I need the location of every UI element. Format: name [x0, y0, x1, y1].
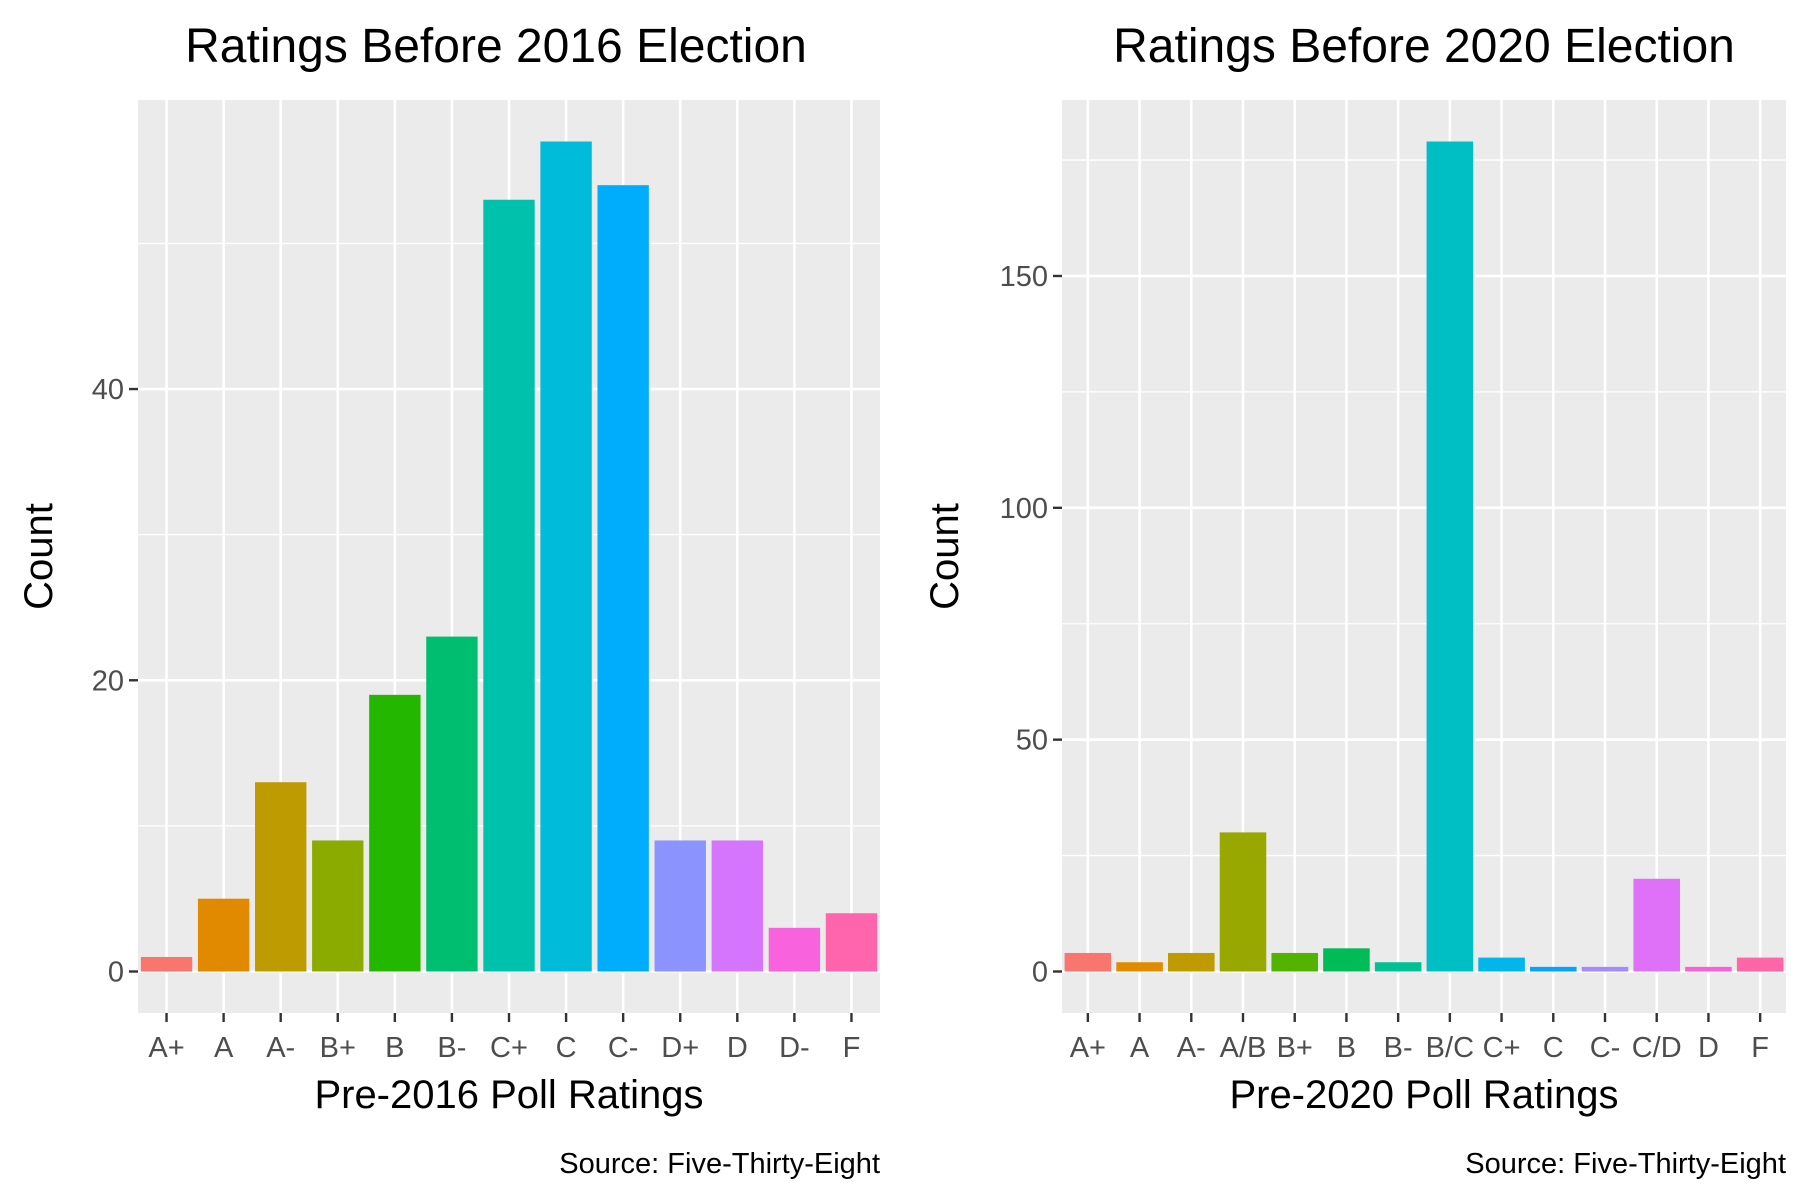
y-tick-label: 50 [1016, 725, 1048, 757]
y-tick-label: 20 [92, 665, 124, 697]
source-caption: Source: Five-Thirty-Eight [559, 1148, 880, 1180]
x-tick-label: B+ [1277, 1032, 1313, 1064]
y-tick-label: 0 [108, 957, 124, 989]
chart-title: Ratings Before 2020 Election [1113, 20, 1735, 73]
x-tick-label: A [214, 1032, 234, 1064]
bar-C/D [1633, 878, 1680, 972]
x-tick-label: C [556, 1032, 577, 1064]
x-tick-label: C/D [1632, 1032, 1682, 1064]
bar-B- [1374, 962, 1422, 972]
bar-C- [1581, 966, 1629, 972]
bar-B [1323, 948, 1370, 972]
x-tick-label: A+ [1070, 1032, 1106, 1064]
x-tick-label: D+ [661, 1032, 699, 1064]
x-tick-label: C- [1590, 1032, 1621, 1064]
chart-panel-1: 0 20 40 A+ A A- B+ B B- C+ C C- D+ D D- F Ratings Before… [17, 20, 880, 1180]
source-caption: Source: Five-Thirty-Eight [1465, 1148, 1786, 1180]
x-tick-label: A- [1177, 1032, 1206, 1064]
x-tick-label: D [727, 1032, 748, 1064]
bar-B/C [1426, 141, 1474, 972]
x-tick-label: A/B [1220, 1032, 1267, 1064]
x-tick-label: C- [608, 1032, 639, 1064]
x-tick-label: F [843, 1032, 861, 1064]
bar-C [540, 141, 592, 972]
bar-B+ [1271, 952, 1318, 972]
y-tick-label: 100 [1000, 493, 1048, 525]
bar-A- [255, 782, 307, 972]
bar-A [197, 898, 250, 972]
x-tick-label: C [1543, 1032, 1564, 1064]
y-tick-label: 150 [1000, 261, 1048, 293]
bar-C [1530, 966, 1577, 972]
bar-A/B [1219, 832, 1267, 972]
x-axis-title: Pre-2020 Poll Ratings [1229, 1073, 1618, 1117]
x-tick-label: A [1130, 1032, 1150, 1064]
bar-D- [768, 927, 821, 972]
x-tick-label: B+ [320, 1032, 356, 1064]
bar-D [711, 840, 763, 972]
x-tick-label: B- [1384, 1032, 1413, 1064]
bar-C+ [1478, 957, 1525, 972]
bar-C- [597, 185, 649, 972]
bar-B [369, 694, 421, 972]
y-axis-title: Count [923, 503, 967, 610]
bar-D+ [654, 840, 706, 972]
bar-B+ [312, 840, 364, 972]
x-tick-label: D- [779, 1032, 810, 1064]
bar-F [825, 913, 878, 972]
x-tick-label: D [1698, 1032, 1719, 1064]
bar-F [1736, 957, 1784, 972]
x-tick-label: B [1337, 1032, 1356, 1064]
plot-background [1062, 100, 1786, 1013]
bar-C+ [483, 199, 535, 972]
bar-B- [426, 636, 478, 972]
bar-A [1116, 962, 1163, 972]
x-tick-label: F [1751, 1032, 1769, 1064]
x-tick-label: B [385, 1032, 404, 1064]
bar-A+ [140, 956, 193, 972]
x-tick-label: B- [437, 1032, 466, 1064]
y-axis-title: Count [17, 503, 61, 610]
x-axis-title: Pre-2016 Poll Ratings [314, 1073, 703, 1117]
x-tick-label: A+ [148, 1032, 184, 1064]
y-tick-label: 40 [92, 374, 124, 406]
x-tick-label: A- [266, 1032, 295, 1064]
bar-A+ [1064, 952, 1112, 972]
x-tick-label: C+ [490, 1032, 528, 1064]
chart-title: Ratings Before 2016 Election [185, 20, 807, 73]
y-tick-label: 0 [1032, 957, 1048, 989]
bar-A- [1168, 952, 1215, 972]
chart-panel-2: 0 50 100 150 A+ A A- A/B B+ B B- B/C C+ C C- C/D D F Ratin… [923, 20, 1786, 1180]
x-tick-label: B/C [1426, 1032, 1474, 1064]
bar-D [1685, 966, 1732, 972]
x-tick-label: C+ [1483, 1032, 1521, 1064]
